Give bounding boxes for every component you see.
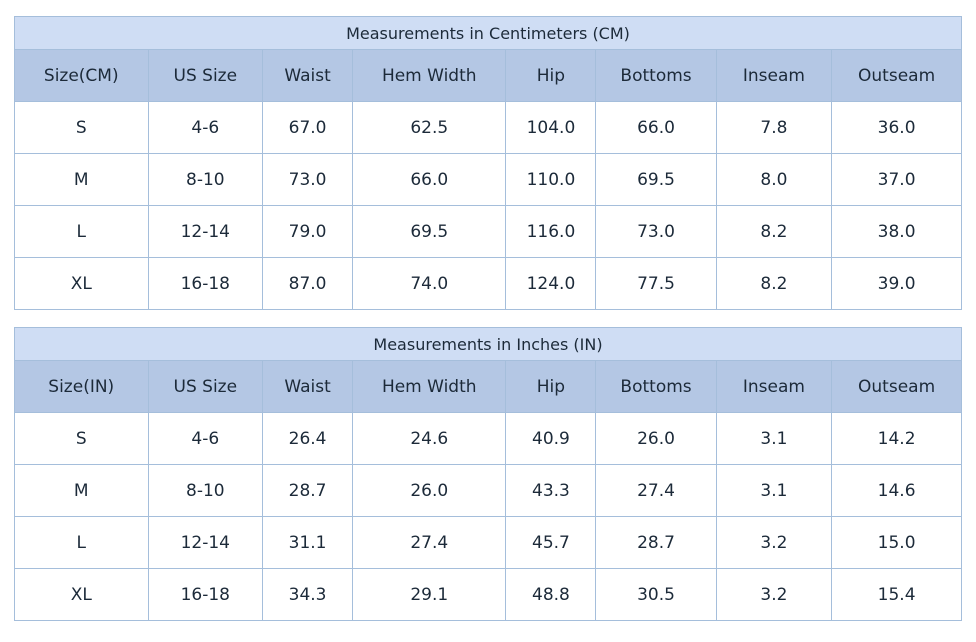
data-cell: 116.0 xyxy=(505,205,597,258)
data-cell: 40.9 xyxy=(505,412,597,465)
data-cell: 15.0 xyxy=(831,516,962,569)
data-cell: 8-10 xyxy=(147,464,264,517)
table-row: S 4-6 26.4 24.6 40.9 26.0 3.1 14.2 xyxy=(14,412,962,465)
data-cell: 62.5 xyxy=(352,101,507,154)
column-header-hip: Hip xyxy=(505,49,597,102)
data-cell: 14.6 xyxy=(831,464,962,517)
data-cell: 37.0 xyxy=(831,153,962,206)
column-header-size-cm: Size(CM) xyxy=(14,49,149,102)
data-cell: 3.1 xyxy=(715,464,833,517)
data-cell: 124.0 xyxy=(505,257,597,310)
data-cell: 110.0 xyxy=(505,153,597,206)
data-cell: 8.0 xyxy=(715,153,833,206)
data-cell: 8.2 xyxy=(715,257,833,310)
data-cell: 8-10 xyxy=(147,153,264,206)
column-header-size-in: Size(IN) xyxy=(14,360,149,413)
data-cell: 66.0 xyxy=(352,153,507,206)
data-cell: 79.0 xyxy=(262,205,354,258)
table-title-row: Measurements in Inches (IN) xyxy=(14,327,962,361)
data-cell: 69.5 xyxy=(352,205,507,258)
data-cell: M xyxy=(14,153,149,206)
table-row: L 12-14 79.0 69.5 116.0 73.0 8.2 38.0 xyxy=(14,205,962,258)
table-row: M 8-10 28.7 26.0 43.3 27.4 3.1 14.6 xyxy=(14,464,962,517)
table-row: XL 16-18 87.0 74.0 124.0 77.5 8.2 39.0 xyxy=(14,257,962,310)
table-title: Measurements in Inches (IN) xyxy=(14,327,962,361)
data-cell: 14.2 xyxy=(831,412,962,465)
data-cell: 7.8 xyxy=(715,101,833,154)
column-header-outseam: Outseam xyxy=(831,360,962,413)
data-cell: 29.1 xyxy=(352,568,507,621)
column-header-us-size: US Size xyxy=(147,360,264,413)
data-cell: L xyxy=(14,205,149,258)
data-cell: XL xyxy=(14,257,149,310)
table-title: Measurements in Centimeters (CM) xyxy=(14,16,962,50)
column-header-waist: Waist xyxy=(262,49,354,102)
cm-measurements-table: Measurements in Centimeters (CM) Size(CM)… xyxy=(14,16,962,310)
data-cell: S xyxy=(14,101,149,154)
data-cell: L xyxy=(14,516,149,569)
data-cell: 43.3 xyxy=(505,464,597,517)
data-cell: XL xyxy=(14,568,149,621)
data-cell: 24.6 xyxy=(352,412,507,465)
data-cell: 26.4 xyxy=(262,412,354,465)
data-cell: 15.4 xyxy=(831,568,962,621)
column-header-bottoms: Bottoms xyxy=(595,49,717,102)
data-cell: 28.7 xyxy=(595,516,717,569)
data-cell: 45.7 xyxy=(505,516,597,569)
data-cell: 73.0 xyxy=(262,153,354,206)
column-header-hip: Hip xyxy=(505,360,597,413)
data-cell: 3.2 xyxy=(715,568,833,621)
column-header-us-size: US Size xyxy=(147,49,264,102)
data-cell: 69.5 xyxy=(595,153,717,206)
data-cell: 8.2 xyxy=(715,205,833,258)
column-header-waist: Waist xyxy=(262,360,354,413)
table-header-row: Size(IN) US Size Waist Hem Width Hip Bottoms I… xyxy=(14,360,962,413)
data-cell: 3.2 xyxy=(715,516,833,569)
data-cell: 104.0 xyxy=(505,101,597,154)
table-row: XL 16-18 34.3 29.1 48.8 30.5 3.2 15.4 xyxy=(14,568,962,621)
data-cell: 26.0 xyxy=(595,412,717,465)
data-cell: 66.0 xyxy=(595,101,717,154)
table-row: M 8-10 73.0 66.0 110.0 69.5 8.0 37.0 xyxy=(14,153,962,206)
column-header-hem-width: Hem Width xyxy=(352,360,507,413)
table-title-row: Measurements in Centimeters (CM) xyxy=(14,16,962,50)
data-cell: 34.3 xyxy=(262,568,354,621)
table-row: L 12-14 31.1 27.4 45.7 28.7 3.2 15.0 xyxy=(14,516,962,569)
data-cell: 74.0 xyxy=(352,257,507,310)
data-cell: 3.1 xyxy=(715,412,833,465)
in-measurements-table: Measurements in Inches (IN) Size(IN) US Si… xyxy=(14,327,962,621)
data-cell: 16-18 xyxy=(147,257,264,310)
data-cell: 77.5 xyxy=(595,257,717,310)
data-cell: 39.0 xyxy=(831,257,962,310)
data-cell: M xyxy=(14,464,149,517)
column-header-outseam: Outseam xyxy=(831,49,962,102)
data-cell: 38.0 xyxy=(831,205,962,258)
data-cell: 48.8 xyxy=(505,568,597,621)
data-cell: 30.5 xyxy=(595,568,717,621)
data-cell: 36.0 xyxy=(831,101,962,154)
column-header-hem-width: Hem Width xyxy=(352,49,507,102)
data-cell: 27.4 xyxy=(595,464,717,517)
data-cell: 26.0 xyxy=(352,464,507,517)
column-header-inseam: Inseam xyxy=(715,49,833,102)
column-header-bottoms: Bottoms xyxy=(595,360,717,413)
data-cell: 28.7 xyxy=(262,464,354,517)
data-cell: 12-14 xyxy=(147,516,264,569)
data-cell: 87.0 xyxy=(262,257,354,310)
data-cell: 31.1 xyxy=(262,516,354,569)
data-cell: 27.4 xyxy=(352,516,507,569)
data-cell: 4-6 xyxy=(147,412,264,465)
data-cell: 73.0 xyxy=(595,205,717,258)
column-header-inseam: Inseam xyxy=(715,360,833,413)
data-cell: 67.0 xyxy=(262,101,354,154)
data-cell: 4-6 xyxy=(147,101,264,154)
data-cell: S xyxy=(14,412,149,465)
data-cell: 16-18 xyxy=(147,568,264,621)
table-row: S 4-6 67.0 62.5 104.0 66.0 7.8 36.0 xyxy=(14,101,962,154)
data-cell: 12-14 xyxy=(147,205,264,258)
table-header-row: Size(CM) US Size Waist Hem Width Hip Bottoms I… xyxy=(14,49,962,102)
